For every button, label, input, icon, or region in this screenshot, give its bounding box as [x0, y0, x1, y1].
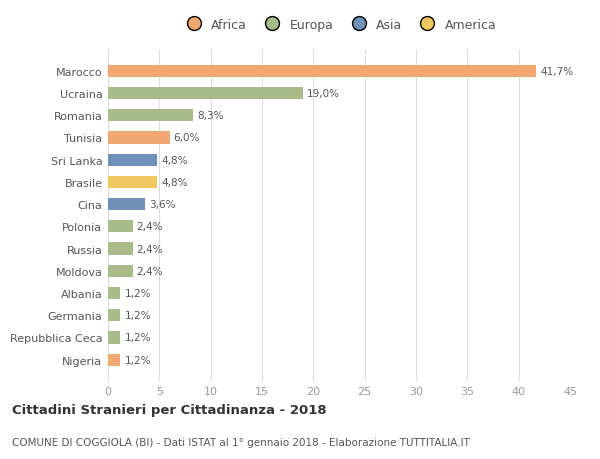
- Bar: [108, 88, 303, 100]
- Bar: [108, 176, 157, 189]
- Bar: [108, 132, 170, 144]
- Text: 8,3%: 8,3%: [197, 111, 224, 121]
- Text: 41,7%: 41,7%: [540, 67, 574, 77]
- Text: 1,2%: 1,2%: [124, 333, 151, 343]
- Bar: [108, 331, 121, 344]
- Text: 4,8%: 4,8%: [161, 178, 188, 187]
- Text: 6,0%: 6,0%: [174, 133, 200, 143]
- Text: COMUNE DI COGGIOLA (BI) - Dati ISTAT al 1° gennaio 2018 - Elaborazione TUTTITALI: COMUNE DI COGGIOLA (BI) - Dati ISTAT al …: [12, 437, 470, 447]
- Bar: [108, 354, 121, 366]
- Bar: [108, 154, 157, 167]
- Text: 19,0%: 19,0%: [307, 89, 340, 99]
- Text: 2,4%: 2,4%: [137, 266, 163, 276]
- Text: 1,2%: 1,2%: [124, 311, 151, 320]
- Text: 4,8%: 4,8%: [161, 155, 188, 165]
- Bar: [108, 110, 193, 122]
- Text: 1,2%: 1,2%: [124, 288, 151, 298]
- Bar: [108, 199, 145, 211]
- Bar: [108, 66, 536, 78]
- Bar: [108, 309, 121, 322]
- Bar: [108, 221, 133, 233]
- Bar: [108, 287, 121, 299]
- Text: Cittadini Stranieri per Cittadinanza - 2018: Cittadini Stranieri per Cittadinanza - 2…: [12, 403, 326, 416]
- Text: 2,4%: 2,4%: [137, 244, 163, 254]
- Text: 1,2%: 1,2%: [124, 355, 151, 365]
- Bar: [108, 243, 133, 255]
- Text: 2,4%: 2,4%: [137, 222, 163, 232]
- Text: 3,6%: 3,6%: [149, 200, 176, 210]
- Bar: [108, 265, 133, 277]
- Legend: Africa, Europa, Asia, America: Africa, Europa, Asia, America: [176, 14, 502, 37]
